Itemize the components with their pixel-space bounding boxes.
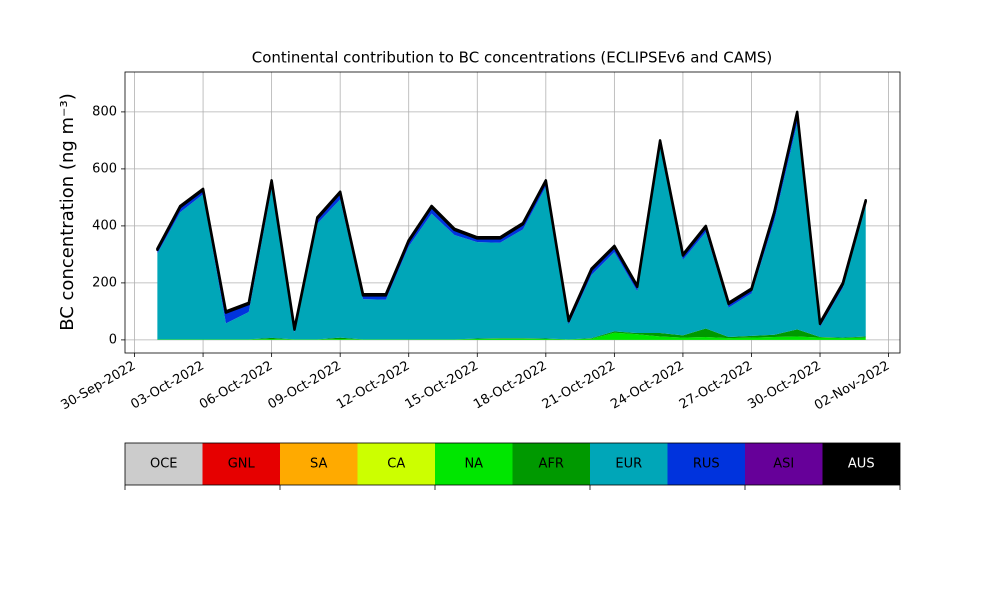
x-tick-label: 15-Oct-2022 xyxy=(403,359,481,413)
legend-label: OCE xyxy=(150,457,178,472)
legend-ticks xyxy=(124,485,901,490)
x-tick-label: 09-Oct-2022 xyxy=(266,359,344,413)
legend-label: AUS xyxy=(848,457,875,472)
legend-swatch xyxy=(280,443,358,485)
legend-label: SA xyxy=(310,457,327,472)
x-tick-label: 30-Oct-2022 xyxy=(745,359,823,413)
area xyxy=(156,110,867,331)
plot-area: 0 200 400 600 800 30-Sep-202203-Oct-202206-Oc… xyxy=(58,72,900,414)
legend-swatch xyxy=(667,443,745,485)
legend-swatch xyxy=(745,443,823,485)
legend-swatch xyxy=(590,443,668,485)
area xyxy=(157,328,866,340)
x-tick-label: 03-Oct-2022 xyxy=(128,359,206,413)
legend-label: AFR xyxy=(539,457,564,472)
legend-label: NA xyxy=(464,457,483,472)
plot-frame xyxy=(124,71,901,354)
x-tick-label: 30-Sep-2022 xyxy=(58,359,138,414)
legend-label: ASI xyxy=(773,457,794,472)
y-tick-label: 0 xyxy=(109,332,117,347)
y-tick-label: 800 xyxy=(92,104,117,119)
area xyxy=(157,123,866,340)
x-tick-label: 02-Nov-2022 xyxy=(812,359,892,414)
area xyxy=(157,332,866,340)
chart-title: Continental contribution to BC concentra… xyxy=(252,49,773,67)
legend-swatch xyxy=(435,443,513,485)
y-tick-label: 200 xyxy=(92,275,117,290)
legend-swatch xyxy=(202,443,280,485)
legend: OCE GNL SA CA NA AFR EUR RUS ASI AUS xyxy=(125,443,900,485)
legend-swatch xyxy=(357,443,435,485)
legend-frame xyxy=(124,442,901,486)
y-axis-label: BC concentration (ng m⁻³) xyxy=(57,93,78,331)
legend-swatch xyxy=(822,443,900,485)
x-tick-label: 06-Oct-2022 xyxy=(197,359,275,413)
x-tick-label: 27-Oct-2022 xyxy=(677,359,755,413)
x-tick-label: 12-Oct-2022 xyxy=(334,359,412,413)
x-tick-label: 21-Oct-2022 xyxy=(540,359,618,413)
legend-label: EUR xyxy=(615,457,642,472)
y-tick-label: 400 xyxy=(92,218,117,233)
x-tick-label: 24-Oct-2022 xyxy=(608,359,686,413)
legend-swatch xyxy=(512,443,590,485)
legend-label: RUS xyxy=(693,457,720,472)
y-tick-label: 600 xyxy=(92,161,117,176)
x-tick-label: 18-Oct-2022 xyxy=(471,359,549,413)
legend-label: CA xyxy=(387,457,405,472)
legend-label: GNL xyxy=(228,457,256,472)
legend-swatch xyxy=(125,443,203,485)
